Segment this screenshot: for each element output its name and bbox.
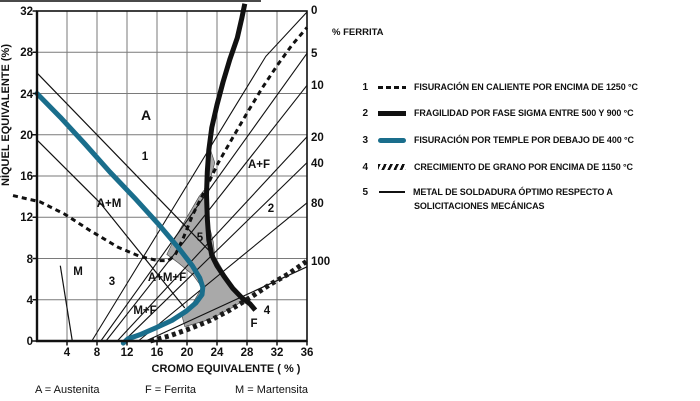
- y-tick-label: 12: [20, 212, 33, 224]
- legend-item-1: 1 FISURACIÓN EN CALIENTE POR ENCIMA DE 1…: [352, 80, 638, 94]
- ferrite-axis-title: % FERRITA: [332, 27, 384, 38]
- ferrite-line-40: [123, 162, 308, 342]
- region-label-a-m: A+M: [97, 198, 122, 210]
- legend-item-2: 2 FRAGILIDAD POR FASE SIGMA ENTRE 500 Y …: [352, 106, 634, 120]
- y-axis-title: NÍQUEL EQUIVALENTE (%): [0, 44, 12, 186]
- ferrite-tick-label: 20: [311, 132, 324, 144]
- ferrite-line-5: [100, 52, 308, 342]
- footnote-martensita: M = Martensita: [235, 384, 309, 396]
- ferrite-line-0: [91, 11, 308, 342]
- hatched-line-swatch-icon: [378, 164, 406, 170]
- legend-item-3: 3 FISURACIÓN POR TEMPLE POR DEBAJO DE 40…: [352, 133, 634, 147]
- ferrite-tick-label: 80: [311, 198, 324, 210]
- legend-label-5: METAL DE SOLDADURA ÓPTIMO RESPECTO A: [413, 187, 613, 197]
- y-tick-label: 4: [27, 295, 34, 307]
- region-label-m-f: M+F: [133, 305, 156, 317]
- teal-line-swatch-icon: [378, 137, 406, 143]
- M-corner-line: [59, 265, 73, 342]
- y-tick-label: 16: [20, 171, 33, 183]
- x-tick-label: 12: [121, 347, 134, 359]
- thin-line-swatch-icon: [379, 191, 405, 193]
- x-tick-label: 24: [211, 347, 224, 359]
- legend-item-4: 4 CRECIMIENTO DE GRANO POR ENCIMA DE 115…: [352, 160, 633, 174]
- legend-label-5-line2: SOLICITACIONES MECÁNICAS: [414, 201, 545, 211]
- legend-number-3: 3: [362, 134, 368, 146]
- ferrite-line-20: [116, 136, 308, 342]
- y-tick-label: 32: [20, 6, 33, 18]
- curve-4-grain-growth: [149, 259, 308, 344]
- curve-label-5: 5: [197, 232, 204, 244]
- curve-label-3: 3: [109, 276, 115, 288]
- legend-item-5: 5 METAL DE SOLDADURA ÓPTIMO RESPECTO A: [352, 185, 613, 199]
- y-tick-label: 24: [20, 89, 33, 101]
- AM-M-boundary: [36, 139, 186, 309]
- curve-3-quench-cracking: [34, 91, 206, 346]
- ferrite-tick-label: 10: [311, 80, 324, 92]
- region-label-a-m-f: A+M+F: [148, 272, 186, 284]
- curve-label-2: 2: [268, 203, 274, 215]
- image-top-border-artifact: [0, 0, 261, 2]
- region-label-m: M: [73, 266, 83, 278]
- legend-label-2: FRAGILIDAD POR FASE SIGMA ENTRE 500 Y 90…: [414, 108, 634, 118]
- y-tick-label: 20: [20, 130, 33, 142]
- thick-black-line-swatch-icon: [378, 110, 406, 116]
- x-tick-label: 32: [271, 347, 284, 359]
- footnote-ferrita: F = Ferrita: [145, 384, 197, 396]
- x-tick-label: 8: [94, 347, 101, 359]
- y-tick-label: 8: [27, 254, 34, 266]
- x-tick-label: 28: [241, 347, 254, 359]
- schaeffler-plot: 32 28 24 20 16 12 8 4 0 4 8 12 16 20 24 …: [0, 3, 330, 396]
- y-tick-label: 0: [27, 336, 33, 348]
- ferrite-tick-label: 5: [311, 48, 318, 60]
- curve-2-sigma-phase: [204, 3, 258, 312]
- x-tick-label: 20: [181, 347, 194, 359]
- legend-number-1: 1: [362, 81, 368, 93]
- y-tick-label: 28: [20, 47, 33, 59]
- x-tick-label: 4: [64, 347, 71, 359]
- dashed-line-swatch-icon: [378, 85, 406, 89]
- region-label-a-f: A+F: [248, 159, 270, 171]
- x-tick-label: 36: [301, 347, 314, 359]
- legend-label-4: CRECIMIENTO DE GRANO POR ENCIMA DE 1150 …: [414, 162, 633, 172]
- x-tick-label: 16: [151, 347, 164, 359]
- legend-label-1: FISURACIÓN EN CALIENTE POR ENCIMA DE 125…: [414, 82, 638, 92]
- curve-label-1: 1: [142, 151, 149, 163]
- curve-label-4: 4: [264, 305, 271, 317]
- curve-1-hot-cracking: [12, 26, 309, 263]
- A-AM-boundary: [36, 72, 210, 251]
- x-axis-title: CROMO EQUIVALENTE ( % ): [152, 363, 301, 375]
- legend-number-2: 2: [362, 107, 368, 119]
- legend-number-4: 4: [362, 161, 368, 173]
- region-label-austenite: A: [141, 107, 151, 123]
- ferrite-tick-label: 40: [311, 158, 324, 170]
- legend-label-3: FISURACIÓN POR TEMPLE POR DEBAJO DE 400 …: [414, 135, 634, 145]
- legend-number-5: 5: [362, 186, 368, 198]
- ferrite-tick-label: 100: [311, 256, 330, 268]
- plot-graphics: [12, 3, 309, 346]
- ferrite-tick-label: 0: [311, 5, 317, 17]
- region-label-f: F: [250, 318, 257, 330]
- footnote-austenita: A = Austenita: [35, 384, 100, 396]
